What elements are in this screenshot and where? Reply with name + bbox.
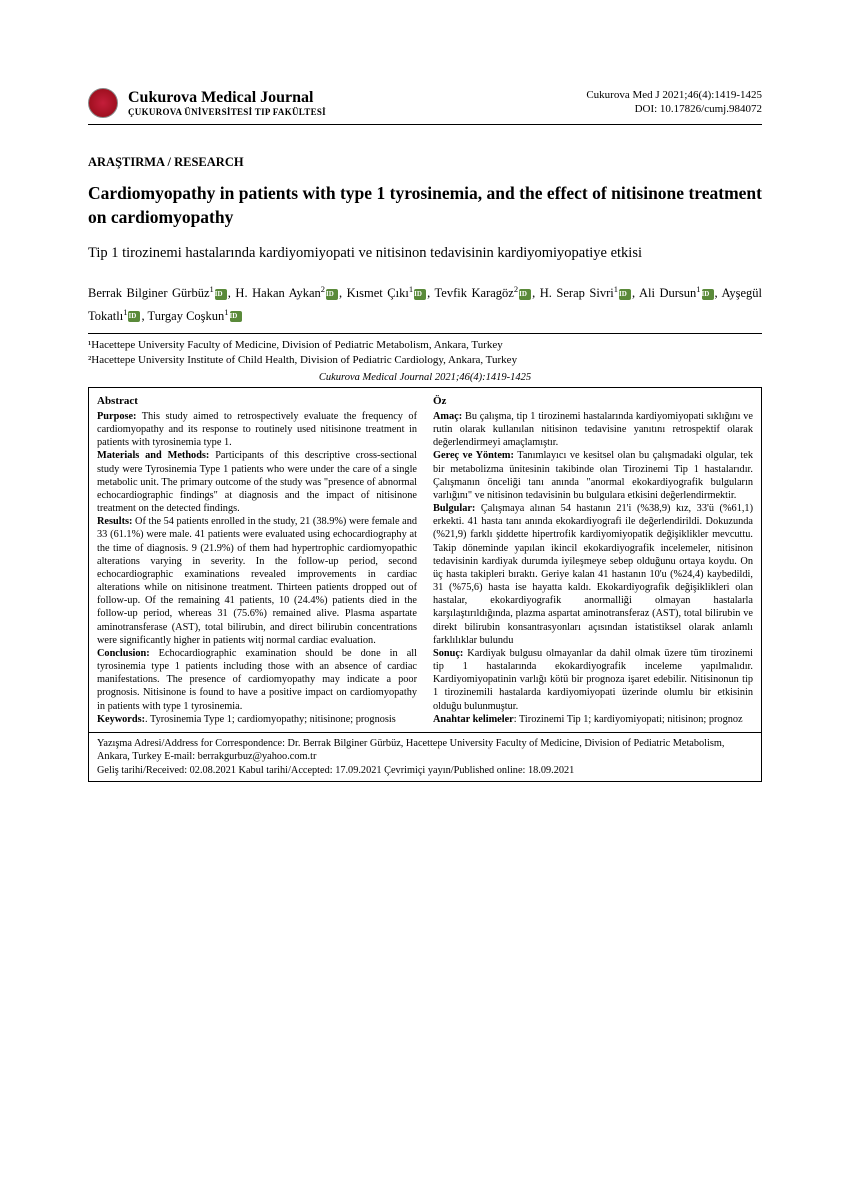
- bulgular-label: Bulgular:: [433, 503, 475, 514]
- results-text: Of the 54 patients enrolled in the study…: [97, 516, 417, 646]
- affiliation-1: ¹Hacettepe University Faculty of Medicin…: [88, 338, 762, 353]
- abstract-tr-body: Amaç: Bu çalışma, tip 1 tirozinemi hasta…: [433, 410, 753, 726]
- affiliations: ¹Hacettepe University Faculty of Medicin…: [88, 338, 762, 368]
- citation-full: Cukurova Medical Journal 2021;46(4):1419…: [88, 372, 762, 383]
- correspondence-text: Yazışma Adresi/Address for Correspondenc…: [97, 737, 753, 764]
- keywords-text: . Tyrosinemia Type 1; cardiomyopathy; ni…: [145, 714, 396, 725]
- purpose-text: This study aimed to retrospectively eval…: [97, 411, 417, 448]
- orcid-icon: ID: [215, 289, 227, 300]
- research-label: ARAŞTIRMA / RESEARCH: [88, 155, 762, 170]
- article-title-tr: Tip 1 tirozinemi hastalarında kardiyomiy…: [88, 243, 762, 264]
- abstract-box: Abstract Purpose: This study aimed to re…: [88, 387, 762, 733]
- doi: DOI: 10.17826/cumj.984072: [586, 102, 762, 116]
- affiliation-2: ²Hacettepe University Institute of Child…: [88, 353, 762, 368]
- amac-text: Bu çalışma, tip 1 tirozinemi hastalarınd…: [433, 411, 753, 448]
- anahtar-label: Anahtar kelimeler: [433, 714, 514, 725]
- abstract-en-body: Purpose: This study aimed to retrospecti…: [97, 410, 417, 726]
- orcid-icon: ID: [519, 289, 531, 300]
- bulgular-text: Çalışmaya alınan 54 hastanın 21'i (%38,9…: [433, 503, 753, 646]
- abstract-english: Abstract Purpose: This study aimed to re…: [89, 388, 425, 732]
- orcid-icon: ID: [128, 311, 140, 322]
- sonuc-text: Kardiyak bulgusu olmayanlar da dahil olm…: [433, 648, 753, 712]
- gerec-label: Gereç ve Yöntem:: [433, 450, 514, 461]
- orcid-icon: ID: [619, 289, 631, 300]
- sonuc-label: Sonuç:: [433, 648, 463, 659]
- abstract-tr-title: Öz: [433, 394, 753, 408]
- purpose-label: Purpose:: [97, 411, 136, 422]
- keywords-label: Keywords:: [97, 714, 145, 725]
- dates-text: Geliş tarihi/Received: 02.08.2021 Kabul …: [97, 764, 753, 777]
- journal-title-block: Cukurova Medical Journal ÇUKUROVA ÜNİVER…: [128, 89, 326, 117]
- citation-short: Cukurova Med J 2021;46(4):1419-1425: [586, 88, 762, 102]
- authors-divider: [88, 333, 762, 334]
- header-divider: [88, 124, 762, 125]
- abstract-en-title: Abstract: [97, 394, 417, 408]
- correspondence-box: Yazışma Adresi/Address for Correspondenc…: [88, 733, 762, 782]
- orcid-icon: ID: [414, 289, 426, 300]
- orcid-icon: ID: [326, 289, 338, 300]
- header-right: Cukurova Med J 2021;46(4):1419-1425 DOI:…: [586, 88, 762, 117]
- journal-subtitle: ÇUKUROVA ÜNİVERSİTESİ TIP FAKÜLTESİ: [128, 107, 326, 117]
- journal-header: Cukurova Medical Journal ÇUKUROVA ÜNİVER…: [88, 88, 762, 118]
- methods-label: Materials and Methods:: [97, 450, 209, 461]
- journal-name: Cukurova Medical Journal: [128, 89, 326, 107]
- journal-logo: [88, 88, 118, 118]
- results-label: Results:: [97, 516, 132, 527]
- conclusion-label: Conclusion:: [97, 648, 150, 659]
- orcid-icon: ID: [230, 311, 242, 322]
- anahtar-text: : Tirozinemi Tip 1; kardiyomiyopati; nit…: [514, 714, 743, 725]
- amac-label: Amaç:: [433, 411, 462, 422]
- header-left: Cukurova Medical Journal ÇUKUROVA ÜNİVER…: [88, 88, 326, 118]
- orcid-icon: ID: [702, 289, 714, 300]
- authors-list: Berrak Bilginer Gürbüz1ID, H. Hakan Ayka…: [88, 282, 762, 327]
- abstract-turkish: Öz Amaç: Bu çalışma, tip 1 tirozinemi ha…: [425, 388, 761, 732]
- article-title-en: Cardiomyopathy in patients with type 1 t…: [88, 182, 762, 229]
